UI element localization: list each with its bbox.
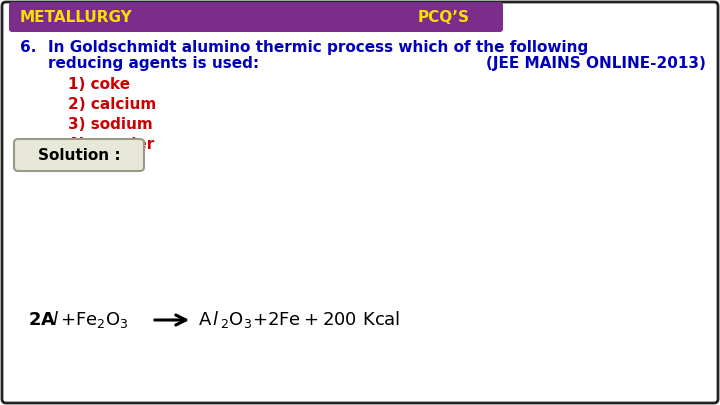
Text: $\mathrm{A}$: $\mathrm{A}$ — [198, 311, 212, 329]
Text: METALLURGY: METALLURGY — [20, 9, 132, 24]
Text: $\mathit{l}$: $\mathit{l}$ — [212, 311, 219, 329]
Text: 6.: 6. — [20, 40, 37, 55]
FancyBboxPatch shape — [9, 2, 503, 32]
Text: Al-powder: Al-powder — [68, 137, 156, 152]
Text: ✔: ✔ — [48, 137, 66, 157]
Text: In Goldschmidt alumino thermic process which of the following: In Goldschmidt alumino thermic process w… — [48, 40, 588, 55]
FancyBboxPatch shape — [14, 139, 144, 171]
Text: 3) sodium: 3) sodium — [68, 117, 153, 132]
Text: Solution :: Solution : — [37, 147, 120, 162]
Text: 1) coke: 1) coke — [68, 77, 130, 92]
Text: $+ \mathrm{Fe_2O_3}$: $+ \mathrm{Fe_2O_3}$ — [60, 310, 128, 330]
Text: PCQ’S: PCQ’S — [418, 9, 470, 24]
Text: $\mathit{l}$: $\mathit{l}$ — [52, 311, 59, 329]
Text: (JEE MAINS ONLINE-2013): (JEE MAINS ONLINE-2013) — [486, 56, 706, 71]
Text: $\mathregular{2A}$: $\mathregular{2A}$ — [28, 311, 56, 329]
Text: $+ 2\mathrm{Fe} + 200\ \mathrm{Kcal}$: $+ 2\mathrm{Fe} + 200\ \mathrm{Kcal}$ — [252, 311, 400, 329]
Text: 2) calcium: 2) calcium — [68, 97, 156, 112]
Text: reducing agents is used:: reducing agents is used: — [48, 56, 259, 71]
Text: $\mathrm{_2O_3}$: $\mathrm{_2O_3}$ — [220, 310, 252, 330]
